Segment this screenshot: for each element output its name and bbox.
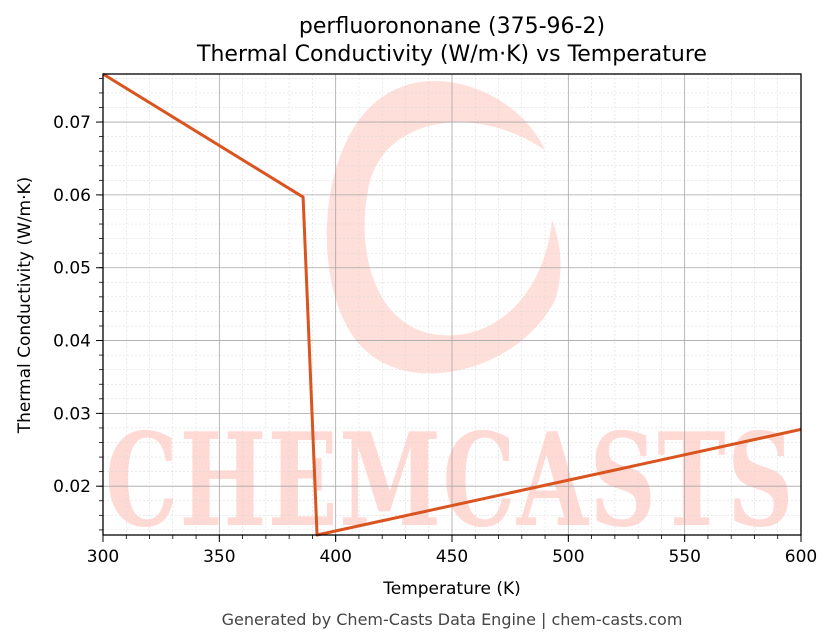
x-tick-label: 300 [87,547,119,567]
x-axis-label: Temperature (K) [382,579,521,599]
x-tick-label: 550 [668,547,700,567]
y-tick-label: 0.03 [53,404,91,424]
tick-labels: 300 350 400 450 500 550 600 0.02 0.03 0.04 0.05 0.0… [53,113,817,567]
footer-credit: Generated by Chem-Casts Data Engine | ch… [222,610,683,629]
series-layer [102,72,802,537]
y-tick-label: 0.04 [53,332,91,352]
chart-title: perfluorononane (375-96-2) [299,14,605,39]
chart-subtitle: Thermal Conductivity (W/m·K) vs Temperat… [196,42,707,67]
x-tick-label: 500 [552,547,584,567]
series-line-0 [102,72,802,537]
x-tick-label: 400 [319,547,351,567]
y-tick-label: 0.07 [53,113,91,133]
x-tick-label: 450 [436,547,468,567]
y-axis-label: Thermal Conductivity (W/m·K) [15,177,35,435]
axis-ticks [96,77,802,542]
major-gridlines [102,74,802,535]
y-tick-label: 0.02 [53,477,91,497]
watermark-swirl [326,80,561,374]
x-tick-label: 350 [203,547,235,567]
chemcasts-watermark: CHEMCASTS [105,80,795,556]
y-tick-label: 0.06 [53,186,91,206]
x-tick-label: 600 [785,547,817,567]
watermark-text: CHEMCASTS [105,406,795,556]
y-tick-label: 0.05 [53,259,91,279]
